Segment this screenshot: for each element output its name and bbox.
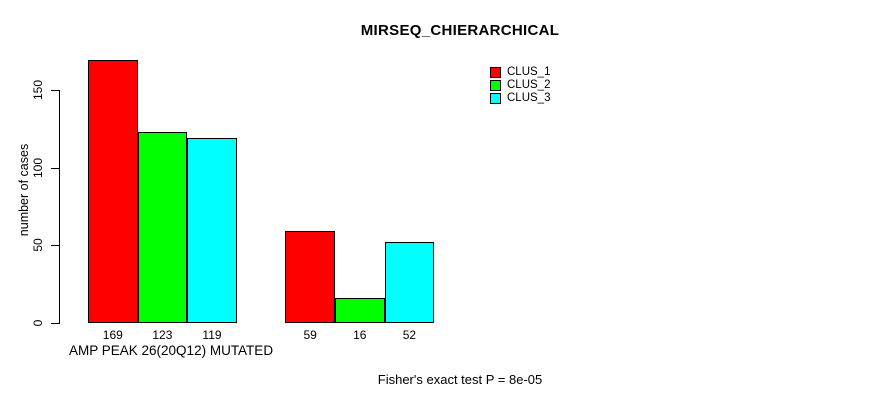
bar-value-label: 119 (202, 328, 222, 342)
legend-swatch-clus_3 (490, 93, 501, 104)
y-axis-tick-label: 50 (31, 238, 45, 252)
y-axis-line (59, 90, 60, 324)
fisher-test-annotation: Fisher's exact test P = 8e-05 (377, 372, 543, 387)
bar-value-label: 59 (303, 328, 317, 342)
bar-value-label: 169 (102, 328, 123, 342)
bar-clus_3-group1 (187, 138, 237, 323)
bar-clus_1-group1 (88, 60, 138, 323)
y-axis-label: number of cases (17, 143, 31, 237)
legend-item: CLUS_2 (490, 79, 550, 92)
legend-label: CLUS_2 (507, 79, 551, 91)
bar-value-label: 123 (152, 328, 173, 342)
y-axis-tick (51, 168, 59, 169)
bar-clus_3-group2 (385, 242, 434, 323)
legend-label: CLUS_3 (507, 92, 551, 104)
y-axis-tick (51, 323, 59, 324)
legend-item: CLUS_3 (490, 92, 550, 105)
bar-value-label: 16 (353, 328, 367, 342)
legend-item: CLUS_1 (490, 66, 550, 79)
y-axis-tick-label: 0 (31, 319, 45, 327)
y-axis-tick-label: 100 (31, 157, 45, 179)
legend-swatch-clus_2 (490, 80, 501, 91)
bar-clus_2-group1 (138, 132, 187, 323)
legend: CLUS_1 CLUS_2 CLUS_3 (490, 66, 550, 105)
y-axis-tick (51, 90, 59, 91)
y-axis-tick-label: 150 (31, 79, 45, 101)
bar-clus_2-group2 (335, 298, 385, 323)
legend-swatch-clus_1 (490, 67, 501, 78)
bar-value-label: 52 (402, 328, 417, 342)
bar-clus_1-group2 (285, 231, 335, 323)
y-axis-tick (51, 245, 59, 246)
x-axis-label: AMP PEAK 26(20Q12) MUTATED (69, 343, 274, 358)
chart-title: MIRSEQ_CHIERARCHICAL (360, 22, 560, 39)
legend-label: CLUS_1 (507, 66, 551, 78)
